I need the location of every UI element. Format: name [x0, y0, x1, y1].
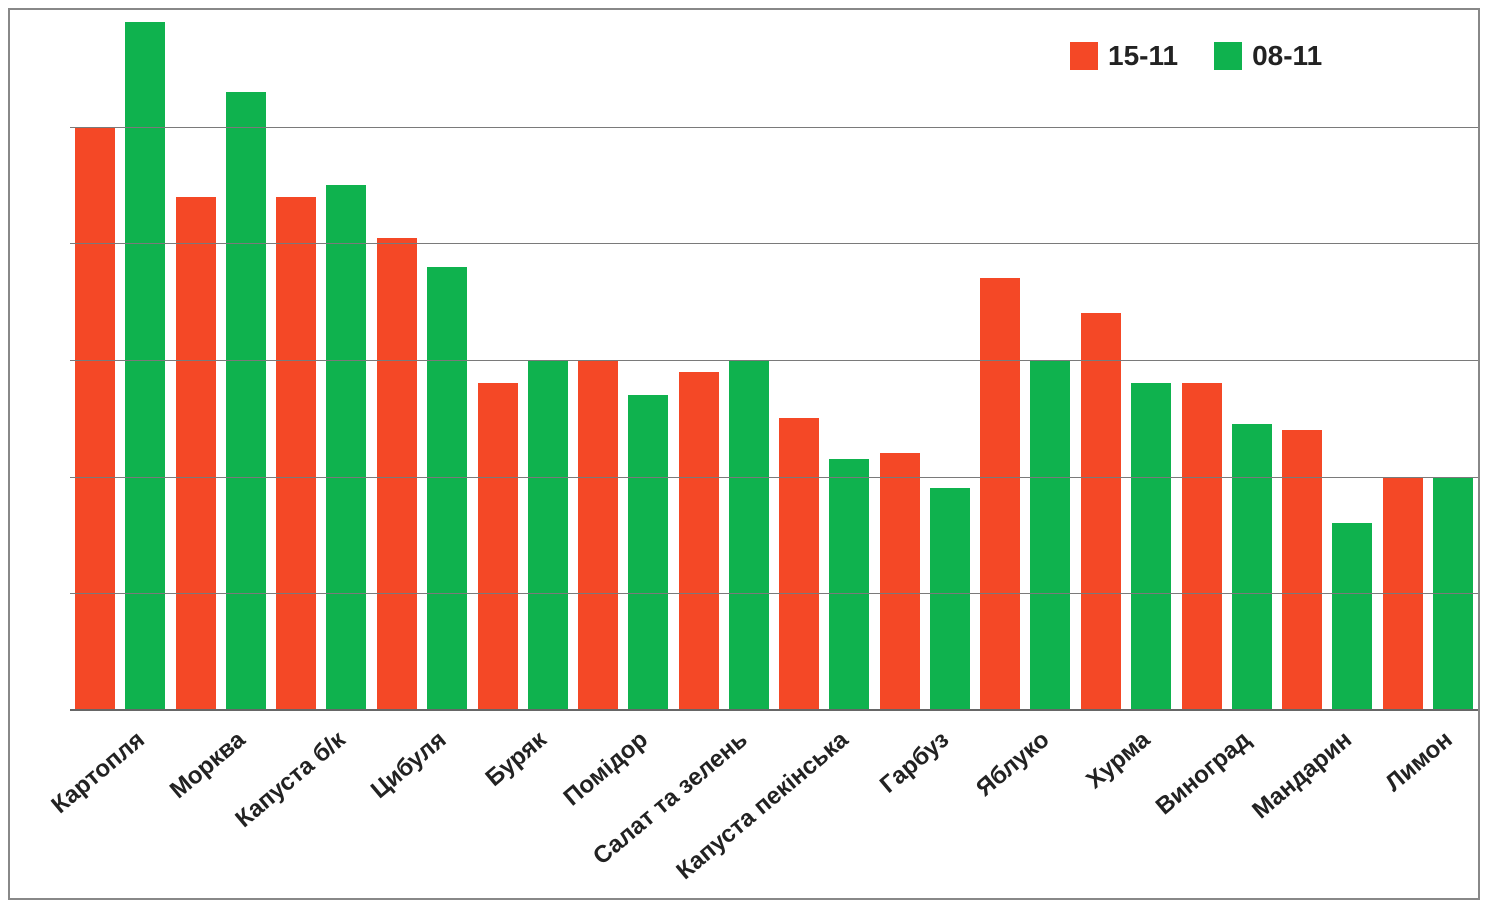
legend-item: 08-11	[1214, 40, 1322, 72]
bar	[528, 360, 568, 710]
bar	[1282, 430, 1322, 710]
bar	[326, 185, 366, 710]
bar	[226, 92, 266, 710]
bar	[1232, 424, 1272, 710]
bar	[125, 22, 165, 710]
bar	[1131, 383, 1171, 710]
x-axis-label: Гарбуз	[875, 726, 955, 799]
x-axis-label: Капуста б/к	[231, 726, 352, 834]
gridline	[70, 127, 1478, 128]
x-axis-label: Лимон	[1380, 726, 1458, 798]
bar	[930, 488, 970, 710]
x-axis-label: Картопля	[46, 726, 150, 820]
gridline	[70, 243, 1478, 244]
bar	[176, 197, 216, 710]
legend-swatch	[1214, 42, 1242, 70]
x-axis-label: Капуста пекінська	[671, 726, 854, 886]
chart-frame: КартопляМоркваКапуста б/кЦибуля БурякПомі…	[8, 8, 1480, 900]
bar	[1030, 360, 1070, 710]
bar	[729, 360, 769, 710]
bar	[478, 383, 518, 710]
x-axis-label: Морква	[165, 726, 251, 805]
legend-label: 15-11	[1108, 40, 1178, 72]
legend: 15-11 08-11	[1070, 40, 1322, 72]
x-axis-labels: КартопляМоркваКапуста б/кЦибуляБурякПомі…	[70, 710, 1478, 900]
gridline	[70, 477, 1478, 478]
x-axis-label: Виноград	[1151, 726, 1257, 821]
bar	[427, 267, 467, 710]
bar	[1332, 523, 1372, 710]
x-axis-label: Цибуля	[366, 726, 452, 805]
bar	[829, 459, 869, 710]
bar	[779, 418, 819, 710]
bar	[980, 278, 1020, 710]
bar	[880, 453, 920, 710]
bar	[377, 238, 417, 711]
bar	[578, 360, 618, 710]
bar	[1081, 313, 1121, 710]
legend-label: 08-11	[1252, 40, 1322, 72]
legend-item: 15-11	[1070, 40, 1178, 72]
gridline	[70, 593, 1478, 594]
bar	[679, 372, 719, 710]
x-axis-label: Буряк	[481, 726, 553, 793]
x-axis-label: Яблуко	[971, 726, 1055, 803]
bar	[75, 127, 115, 710]
legend-swatch	[1070, 42, 1098, 70]
x-axis-label: Помідор	[558, 726, 653, 812]
bar	[628, 395, 668, 710]
plot-area	[70, 10, 1478, 710]
x-axis-label: Хурма	[1081, 726, 1156, 795]
x-axis-label: Мандарин	[1247, 726, 1357, 825]
bar	[276, 197, 316, 710]
bar	[1182, 383, 1222, 710]
gridline	[70, 360, 1478, 361]
